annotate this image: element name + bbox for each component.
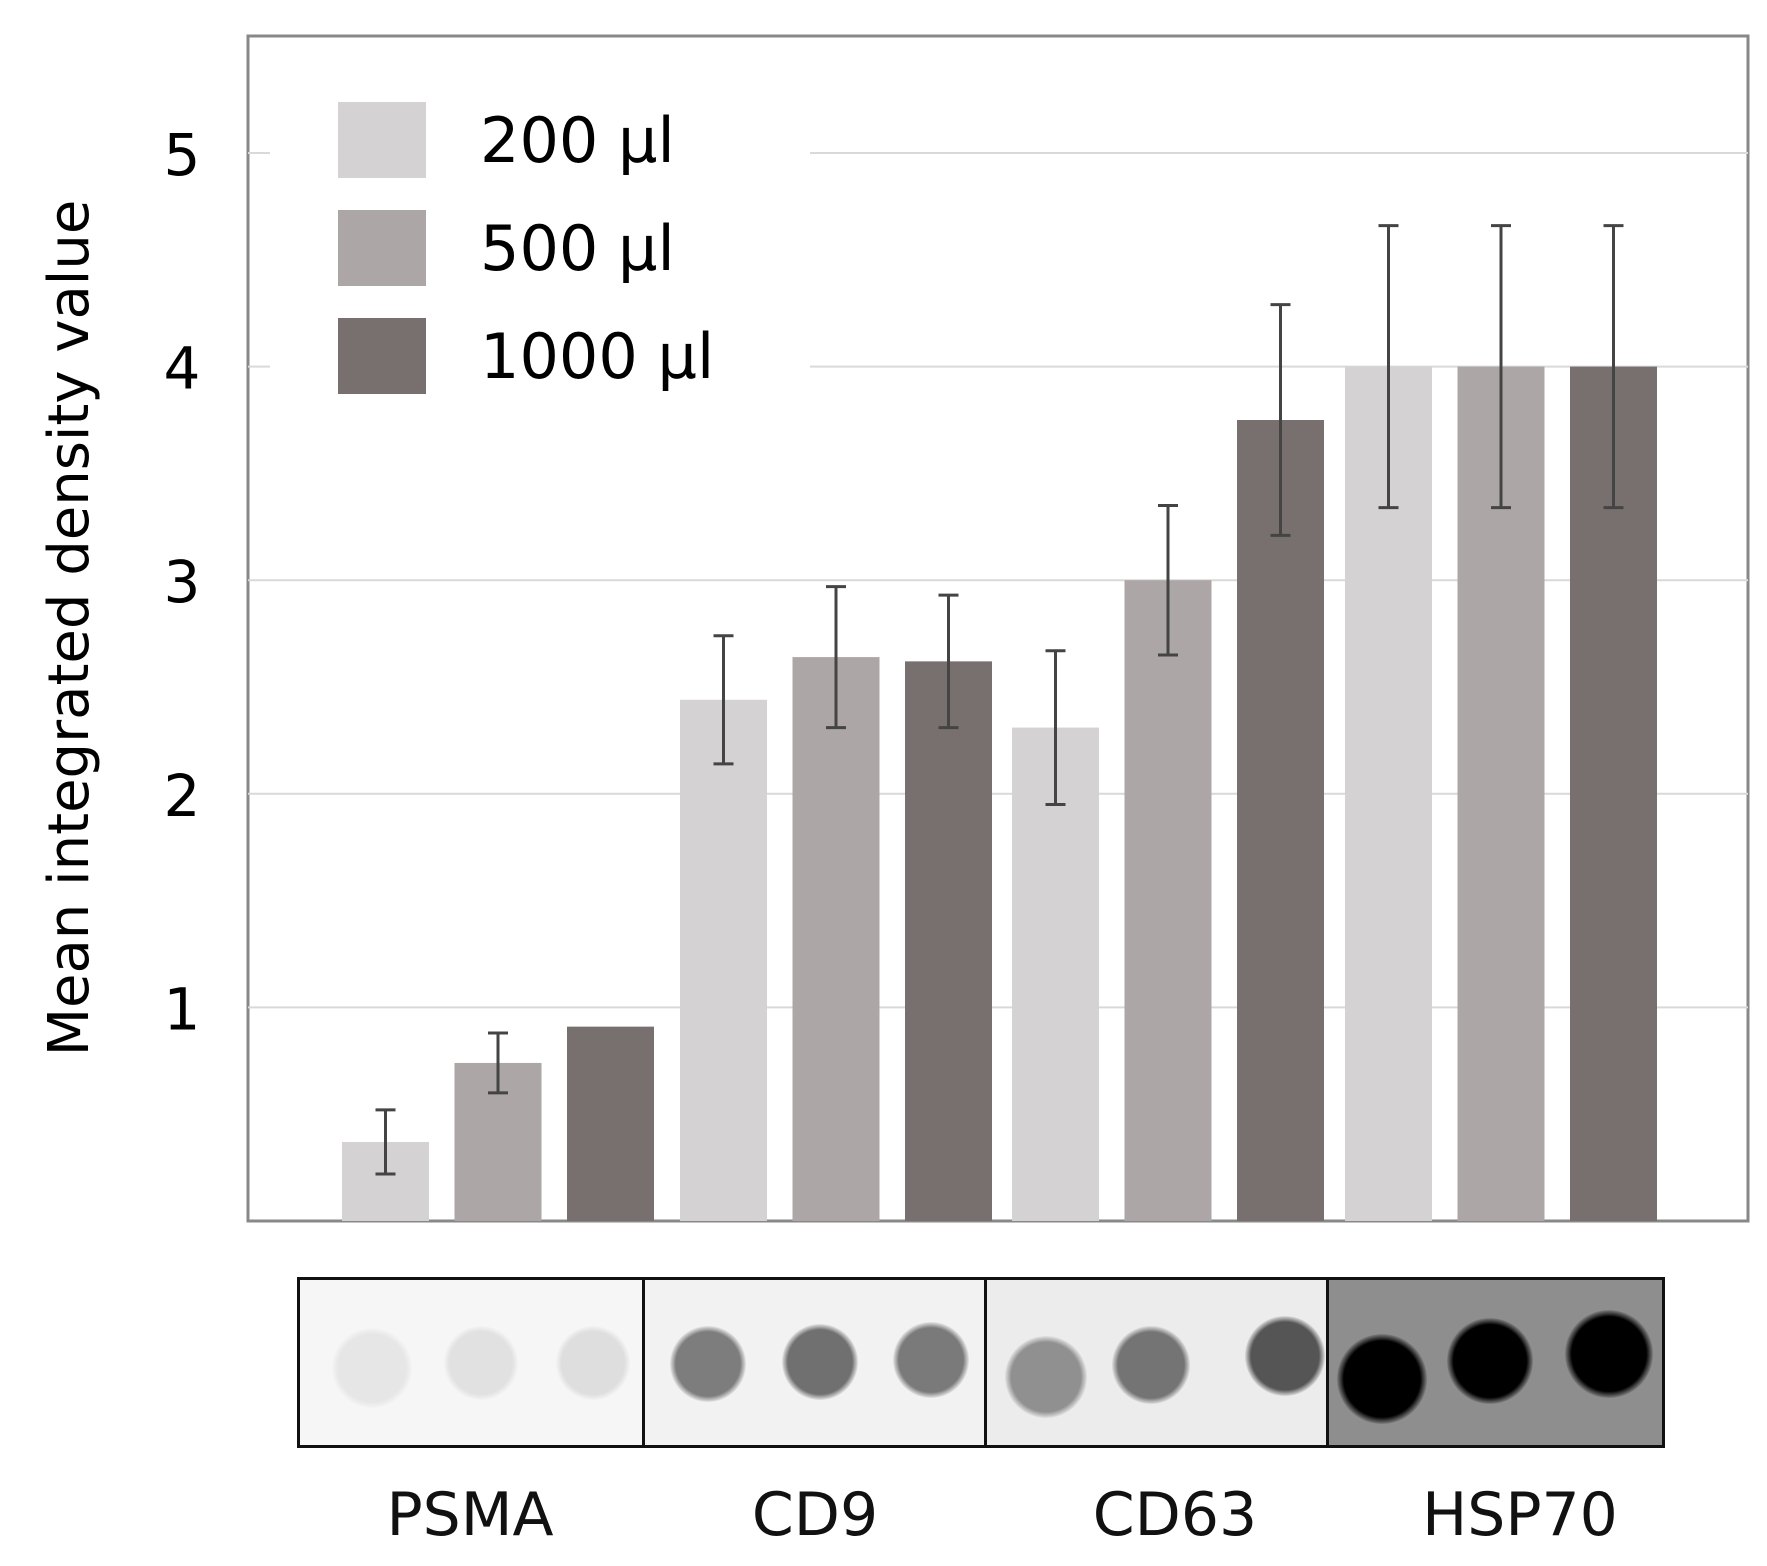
blot-dot bbox=[1447, 1318, 1533, 1404]
error-bar bbox=[1378, 224, 1399, 510]
category-label-cd9: CD9 bbox=[751, 1480, 879, 1550]
blot-dot bbox=[1005, 1336, 1087, 1418]
blot-dot bbox=[556, 1326, 630, 1400]
legend-label: 1000 µl bbox=[480, 320, 714, 393]
blot-dot bbox=[670, 1326, 746, 1402]
legend-swatch bbox=[338, 102, 426, 178]
bar-cd9-1 bbox=[680, 699, 767, 1221]
y-tick-label: 1 bbox=[164, 975, 201, 1043]
blot-dot bbox=[444, 1326, 518, 1400]
error-bar bbox=[826, 585, 846, 730]
error-bar bbox=[1158, 503, 1178, 657]
blot-panel-cd9 bbox=[642, 1280, 984, 1445]
blot-panel-psma bbox=[300, 1280, 642, 1445]
bar-cd63-2 bbox=[1124, 580, 1212, 1221]
category-label-hsp70: HSP70 bbox=[1422, 1480, 1618, 1550]
error-bar bbox=[375, 1108, 396, 1176]
error-bar bbox=[488, 1031, 508, 1095]
bars bbox=[342, 366, 1657, 1222]
blot-dot bbox=[1112, 1326, 1190, 1404]
bar-cd9-3 bbox=[905, 661, 992, 1221]
category-label-psma: PSMA bbox=[386, 1480, 554, 1550]
y-tick-label: 2 bbox=[164, 762, 201, 830]
y-tick-label: 5 bbox=[164, 121, 201, 189]
blot-dot bbox=[782, 1324, 858, 1400]
error-bar bbox=[1270, 303, 1291, 537]
y-tick-label: 3 bbox=[164, 548, 201, 616]
blot-dot bbox=[332, 1328, 412, 1408]
blot-panel-hsp70 bbox=[1326, 1280, 1662, 1445]
blot-dot bbox=[1245, 1316, 1325, 1396]
error-bar bbox=[1603, 224, 1624, 510]
legend-label: 200 µl bbox=[480, 104, 675, 177]
blot-dot bbox=[1565, 1310, 1653, 1398]
y-tick-label: 4 bbox=[164, 335, 201, 403]
bar-cd9-2 bbox=[792, 657, 880, 1221]
blot-dot bbox=[1337, 1334, 1427, 1424]
legend-label: 500 µl bbox=[480, 212, 675, 285]
plot-frame bbox=[246, 34, 1750, 1223]
bar-cd63-3 bbox=[1237, 420, 1324, 1221]
dot-blot bbox=[297, 1277, 1665, 1448]
blot-dot bbox=[893, 1322, 969, 1398]
y-axis-label: Mean integrated density value bbox=[37, 200, 102, 1057]
bar-cd63-1 bbox=[1012, 727, 1099, 1221]
category-label-cd63: CD63 bbox=[1092, 1480, 1258, 1550]
blot-panel-cd63 bbox=[984, 1280, 1326, 1445]
error-bar bbox=[713, 634, 734, 766]
error-bar bbox=[938, 593, 959, 730]
error-bars bbox=[375, 224, 1624, 1176]
legend: 200 µl 500 µl 1000 µl bbox=[338, 102, 714, 394]
legend-swatch bbox=[338, 210, 426, 286]
bar-chart: 1 2 3 4 5 200 µl 500 µl 1000 µl Mean integrate… bbox=[37, 34, 1750, 1223]
bar-psma-3 bbox=[567, 1026, 654, 1221]
legend-swatch bbox=[338, 318, 426, 394]
error-bar bbox=[1491, 224, 1511, 510]
error-bar bbox=[1045, 649, 1066, 806]
y-axis-ticks: 1 2 3 4 5 bbox=[164, 121, 201, 1043]
